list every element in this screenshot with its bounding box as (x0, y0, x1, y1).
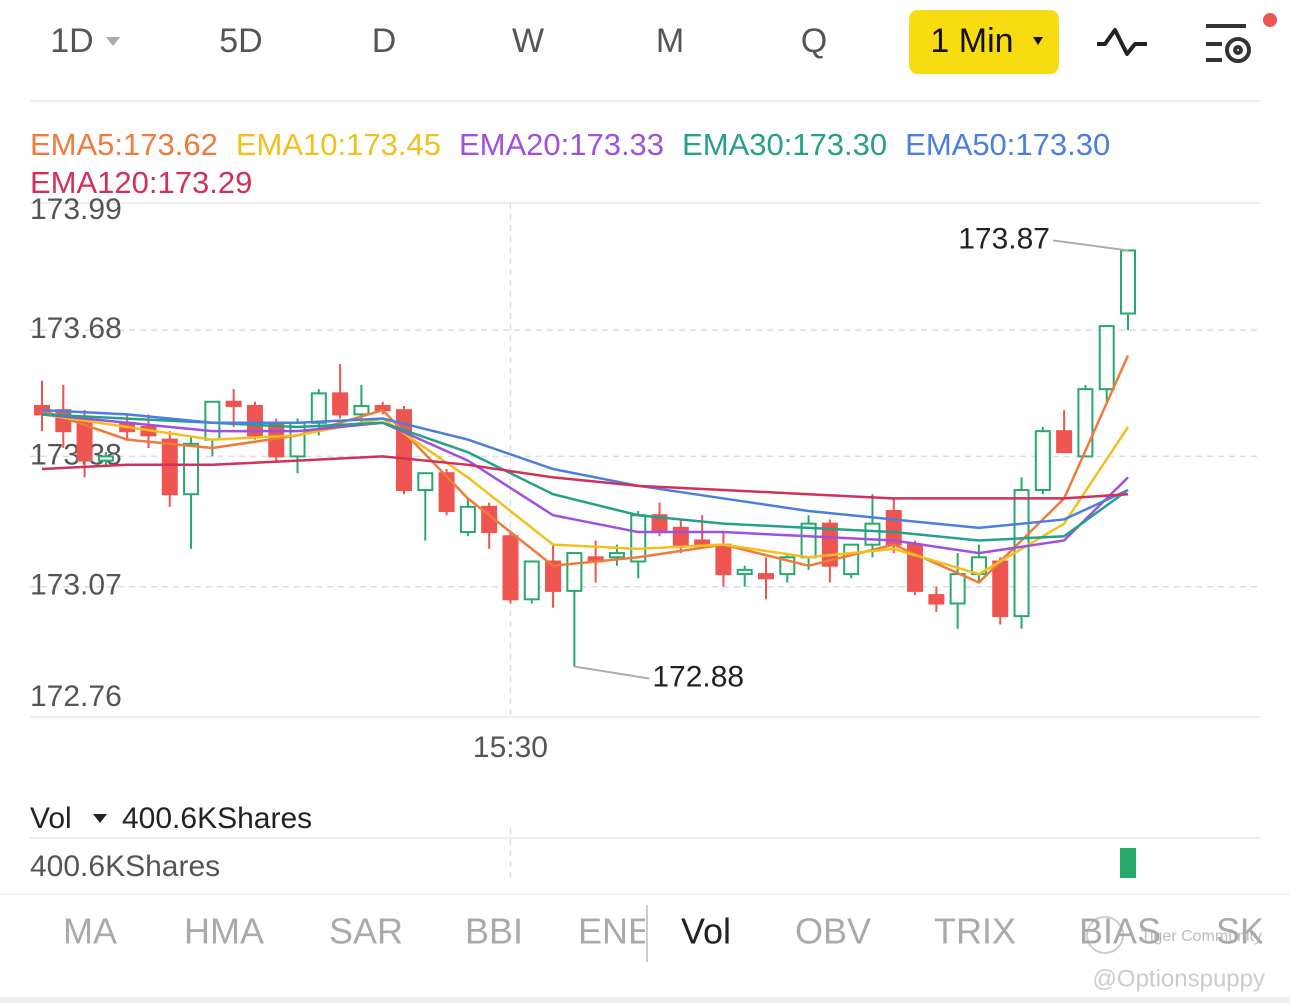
volume-bar (1120, 848, 1136, 878)
indicator-tab[interactable]: HMA (184, 911, 264, 952)
candle-body (332, 392, 349, 416)
candle-body (1056, 430, 1073, 454)
candle-body (608, 552, 625, 559)
candle-body (183, 442, 200, 496)
annotation-leader (574, 665, 650, 680)
legend-entry: EMA20:173.33 (458, 127, 665, 162)
candle-body (715, 543, 732, 576)
indicator-tab[interactable]: SK (1216, 911, 1264, 952)
period-tab[interactable]: M (656, 22, 684, 60)
ema-line (41, 355, 1130, 584)
ema-line (41, 413, 1129, 555)
watermark-user: @Optionspuppy (1093, 965, 1265, 992)
candle-body (736, 568, 753, 576)
volume-title[interactable]: Vol (30, 802, 72, 835)
candle-body (161, 438, 178, 496)
watermark-logo (1086, 916, 1124, 954)
ema-line (41, 413, 1130, 576)
candle-body (694, 539, 711, 546)
y-tick-label: 173.68 (30, 312, 122, 345)
settings-icon[interactable] (1206, 24, 1251, 63)
period-tab[interactable]: D (372, 22, 397, 60)
indicator-tab[interactable]: TRIX (934, 911, 1016, 952)
candle-body (566, 552, 583, 592)
indicator-icon[interactable] (1097, 28, 1147, 56)
dropdown-arrow (93, 814, 107, 823)
candle-body (992, 560, 1009, 618)
candle-body (417, 472, 434, 492)
candle-body (97, 455, 114, 462)
ema-legend: EMA5:173.62 EMA10:173.45 EMA20:173.33 EMA30… (30, 126, 1260, 202)
candle-body (843, 543, 860, 576)
x-tick-label: 15:30 (473, 731, 548, 764)
candle-body (864, 522, 881, 546)
candle-body (523, 560, 540, 601)
candle-body (246, 404, 263, 437)
period-tab[interactable]: W (512, 22, 544, 60)
candle-body (55, 409, 72, 433)
period-tab[interactable]: Q (801, 22, 827, 60)
candle-body (438, 472, 455, 513)
candle-body (1034, 430, 1051, 492)
indicator-tab[interactable]: OBV (795, 911, 871, 952)
indicator-tab[interactable]: ENE (578, 911, 652, 952)
y-tick-label: 173.07 (30, 569, 122, 602)
candle-body (1098, 325, 1115, 391)
candle-body (758, 573, 774, 580)
candle-body (204, 400, 221, 441)
ema-line (41, 455, 1129, 500)
dropdown-arrow (106, 37, 120, 46)
candle-body (1120, 249, 1136, 315)
period-tab[interactable]: 1D (50, 22, 93, 60)
watermark-brand: Tiger Community (1141, 928, 1262, 945)
candle-body (1077, 388, 1094, 458)
legend-entry: EMA30:173.30 (682, 127, 888, 162)
indicator-tab[interactable]: BIAS (1079, 911, 1161, 952)
indicator-tab[interactable]: BBI (465, 911, 523, 952)
candle-body (545, 560, 562, 592)
y-tick-label: 173.99 (30, 193, 122, 226)
legend-entry: EMA120:173.29 (30, 165, 253, 200)
candle-body (225, 400, 242, 407)
annotation-leader (1052, 239, 1129, 252)
volume-current: 400.6KShares (122, 802, 312, 835)
candle-body (353, 404, 370, 416)
indicator-tab[interactable]: SAR (329, 911, 403, 952)
volume-axis-label: 400.6KShares (30, 850, 220, 883)
candle-body (672, 526, 689, 546)
legend-entry: EMA10:173.45 (235, 127, 441, 162)
ema-line (41, 408, 1129, 530)
legend-entry: EMA5:173.62 (30, 127, 218, 162)
annotation-label: 173.87 (958, 222, 1050, 255)
candle-body (502, 535, 519, 601)
indicator-tab[interactable]: Vol (681, 911, 731, 952)
candle-body (310, 392, 327, 424)
interval-label[interactable]: 1 Min (930, 22, 1013, 60)
interval-button[interactable] (909, 10, 1059, 74)
legend-entry: EMA50:173.30 (905, 127, 1111, 162)
indicator-tab[interactable]: MA (63, 911, 117, 952)
dropdown-arrow (1033, 37, 1043, 45)
period-tab[interactable]: 5D (219, 22, 262, 60)
candle-body (459, 505, 476, 534)
candle-body (630, 514, 647, 563)
candle-body (949, 573, 966, 605)
annotation-label: 172.88 (652, 660, 744, 693)
candle-body (928, 594, 945, 605)
y-tick-label: 172.76 (30, 680, 122, 713)
notification-dot (1263, 13, 1277, 27)
